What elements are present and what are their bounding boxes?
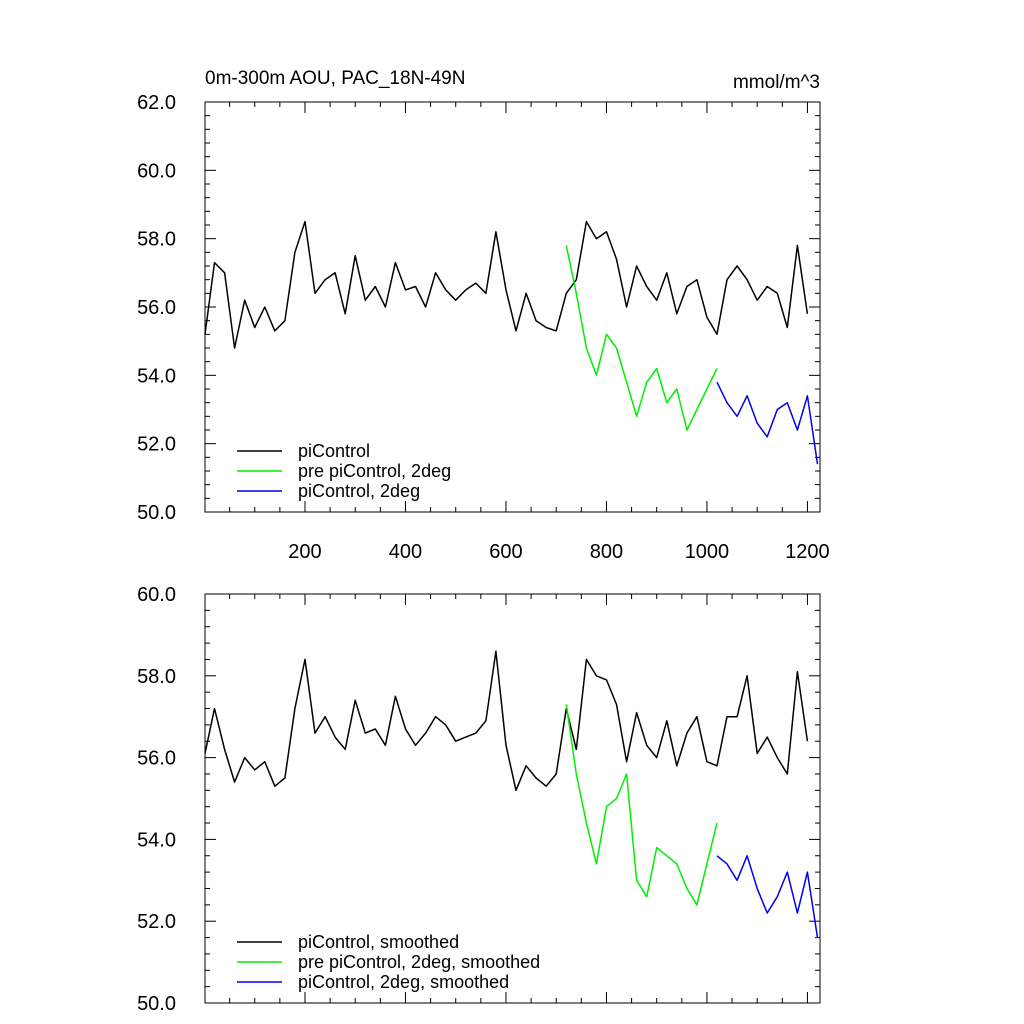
top-legend-label-1: pre piControl, 2deg xyxy=(298,461,451,481)
bottom-y-tick-label: 58.0 xyxy=(137,666,176,688)
bottom-legend-label-1: pre piControl, 2deg, smoothed xyxy=(298,952,540,972)
top-legend-label-2: piControl, 2deg xyxy=(298,481,420,501)
top-y-tick-label: 52.0 xyxy=(137,434,176,456)
top-x-tick-label: 200 xyxy=(288,541,321,563)
top-series xyxy=(204,220,819,465)
bottom-plot-frame xyxy=(204,593,821,1004)
top-panel: 0m-300m AOU, PAC_18N-49N mmol/m^3 50.0 52… xyxy=(137,68,830,563)
top-y-tick-label: 56.0 xyxy=(137,297,176,319)
bottom-y-tick-label: 54.0 xyxy=(137,829,176,851)
bottom-panel: 50.0 52.0 54.0 56.0 58.0 60.0 piControl, smoo… xyxy=(137,584,821,1015)
top-y-tick-label: 54.0 xyxy=(137,365,176,387)
bottom-legend: piControl, smoothed pre piControl, 2deg,… xyxy=(237,932,540,992)
bottom-series-line-1 xyxy=(565,704,718,906)
top-y-tick-label: 62.0 xyxy=(137,92,176,114)
top-series-line-1 xyxy=(565,245,718,431)
bottom-series xyxy=(204,650,819,938)
bottom-legend-label-2: piControl, 2deg, smoothed xyxy=(298,972,509,992)
top-x-tick-label: 400 xyxy=(389,541,422,563)
bottom-y-tick-label: 52.0 xyxy=(137,911,176,933)
top-ticks: 50.0 52.0 54.0 56.0 58.0 60.0 62.0 200 400 600 800… xyxy=(137,92,830,563)
top-y-tick-label: 50.0 xyxy=(137,502,176,524)
bottom-y-tick-label: 50.0 xyxy=(137,993,176,1015)
top-legend-label-0: piControl xyxy=(298,441,370,461)
top-chart-title: 0m-300m AOU, PAC_18N-49N xyxy=(205,68,465,89)
top-y-tick-label: 60.0 xyxy=(137,160,176,182)
bottom-y-tick-label: 56.0 xyxy=(137,748,176,770)
bottom-y-tick-label: 60.0 xyxy=(137,584,176,606)
top-x-tick-label: 800 xyxy=(590,541,623,563)
bottom-ticks: 50.0 52.0 54.0 56.0 58.0 60.0 xyxy=(137,584,820,1015)
bottom-series-line-0 xyxy=(204,650,809,792)
top-series-line-2 xyxy=(716,381,819,465)
top-y-tick-label: 58.0 xyxy=(137,229,176,251)
top-x-tick-label: 1200 xyxy=(785,541,830,563)
bottom-legend-label-0: piControl, smoothed xyxy=(298,932,459,952)
top-legend: piControl pre piControl, 2deg piControl,… xyxy=(237,441,451,501)
top-x-tick-label: 1000 xyxy=(685,541,730,563)
bottom-series-line-2 xyxy=(716,855,819,938)
top-chart-units: mmol/m^3 xyxy=(733,72,820,93)
top-series-line-0 xyxy=(204,220,809,349)
top-x-tick-label: 600 xyxy=(489,541,522,563)
